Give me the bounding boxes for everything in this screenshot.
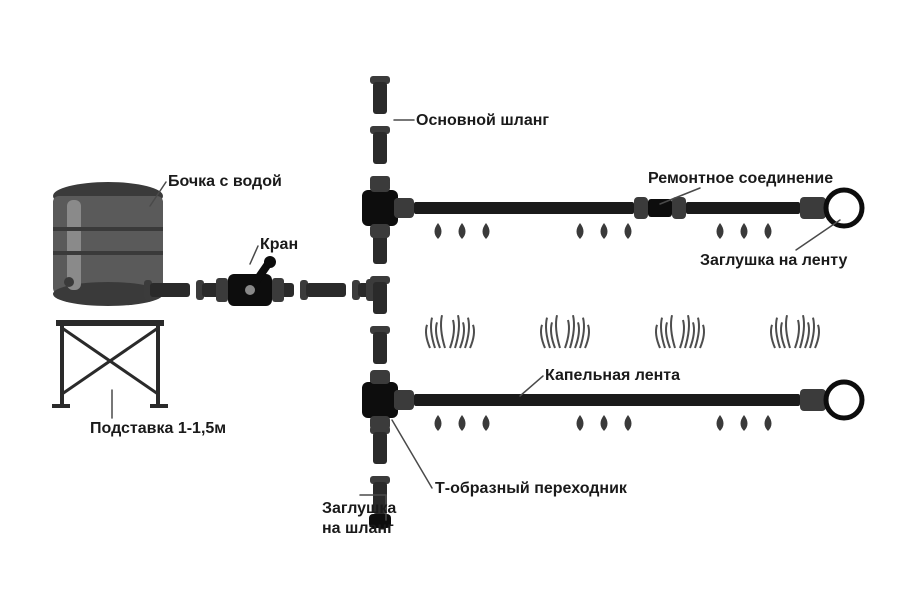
label-main-hose: Основной шланг [416, 112, 549, 130]
label-barrel: Бочка с водой [168, 173, 282, 191]
irrigation-diagram: { "canvas":{"w":910,"h":607,"bg":"#fffff… [0, 0, 910, 607]
label-repair: Ремонтное соединение [648, 170, 833, 188]
label-end-cap-tape: Заглушка на ленту [700, 252, 847, 270]
label-end-cap-hose-1: Заглушка [322, 500, 396, 518]
label-tee: Т-образный переходник [435, 480, 627, 498]
diagram-svg [0, 0, 910, 607]
label-drip-tape: Капельная лента [545, 367, 680, 385]
label-valve: Кран [260, 236, 298, 254]
label-stand: Подставка 1-1,5м [90, 420, 226, 438]
label-end-cap-hose-2: на шланг [322, 520, 394, 538]
